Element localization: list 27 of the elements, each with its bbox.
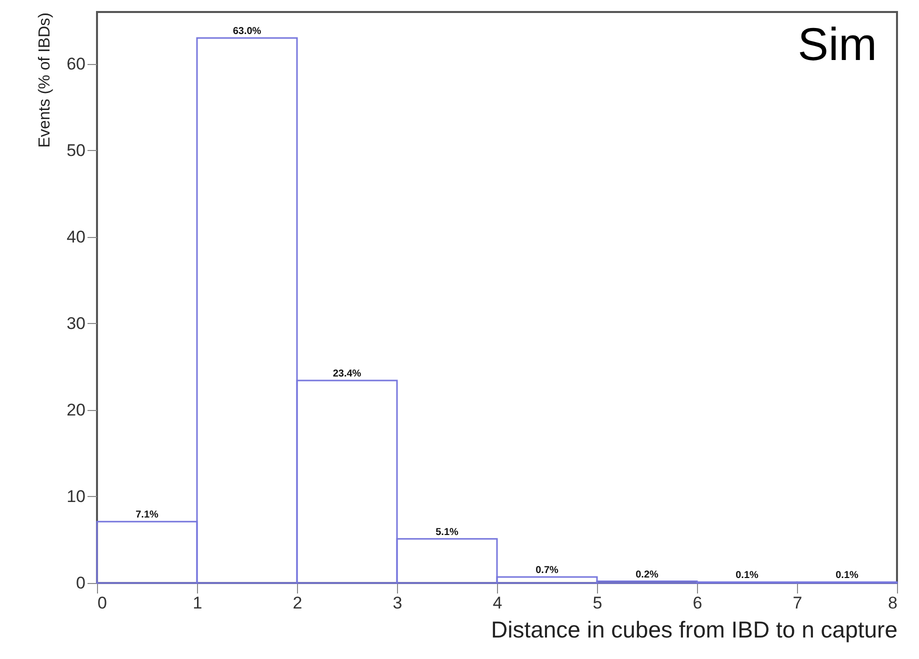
- x-tick-label: 4: [492, 594, 502, 612]
- x-tick-label: 6: [692, 594, 702, 612]
- y-axis-title: Events (% of IBDs): [36, 12, 54, 148]
- data-label: 23.4%: [332, 368, 362, 380]
- data-label: 0.2%: [636, 569, 659, 580]
- data-label: 7.1%: [136, 510, 159, 521]
- y-tick-label: 60: [66, 54, 86, 74]
- data-label: 63.0%: [232, 26, 262, 37]
- data-label: 0.1%: [736, 570, 759, 582]
- x-tick-label: 2: [292, 594, 302, 612]
- y-tick-label: 0: [76, 574, 86, 592]
- x-tick-label: 1: [192, 594, 202, 612]
- x-tick-label: 3: [392, 594, 402, 612]
- x-axis-title: Distance in cubes from IBD to n capture: [490, 616, 898, 642]
- data-label: 0.1%: [836, 570, 859, 582]
- x-tick-label: 5: [592, 594, 602, 612]
- y-tick-label: 30: [66, 314, 86, 333]
- data-label: 5.1%: [436, 526, 459, 538]
- y-tick-label: 40: [66, 227, 86, 246]
- data-label: 0.7%: [536, 564, 559, 576]
- x-tick-label: 0: [98, 594, 107, 612]
- x-tick-label: 8: [888, 594, 898, 612]
- y-tick-label: 50: [66, 140, 86, 160]
- y-tick-label: 10: [66, 486, 86, 506]
- annotation: Sim: [798, 18, 877, 70]
- x-tick-label: 7: [792, 594, 802, 612]
- y-tick-label: 20: [66, 400, 86, 420]
